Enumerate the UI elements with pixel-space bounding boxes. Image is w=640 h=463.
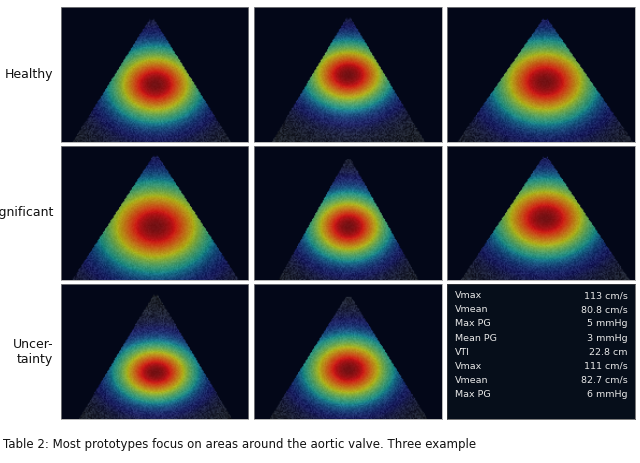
Text: 82.7 cm/s: 82.7 cm/s — [580, 376, 627, 385]
Text: Table 2: Most prototypes focus on areas around the aortic valve. Three example: Table 2: Most prototypes focus on areas … — [3, 438, 476, 451]
Text: 3 mmHg: 3 mmHg — [587, 333, 627, 343]
Text: Vmax: Vmax — [455, 362, 482, 371]
Text: Significant: Significant — [0, 206, 53, 219]
Text: Vmax: Vmax — [455, 291, 482, 300]
Text: 6 mmHg: 6 mmHg — [587, 390, 627, 399]
Text: 111 cm/s: 111 cm/s — [584, 362, 627, 371]
Text: Uncer-
tainty: Uncer- tainty — [13, 338, 53, 366]
Text: Vmean: Vmean — [455, 376, 488, 385]
Text: 113 cm/s: 113 cm/s — [584, 291, 627, 300]
Text: 5 mmHg: 5 mmHg — [587, 319, 627, 328]
Text: Max PG: Max PG — [455, 390, 490, 399]
Text: Vmean: Vmean — [455, 305, 488, 314]
Text: Mean PG: Mean PG — [455, 333, 497, 343]
Text: VTI: VTI — [455, 348, 470, 357]
Text: 22.8 cm: 22.8 cm — [589, 348, 627, 357]
Text: Max PG: Max PG — [455, 319, 490, 328]
Text: 80.8 cm/s: 80.8 cm/s — [580, 305, 627, 314]
Text: Healthy: Healthy — [4, 68, 53, 81]
